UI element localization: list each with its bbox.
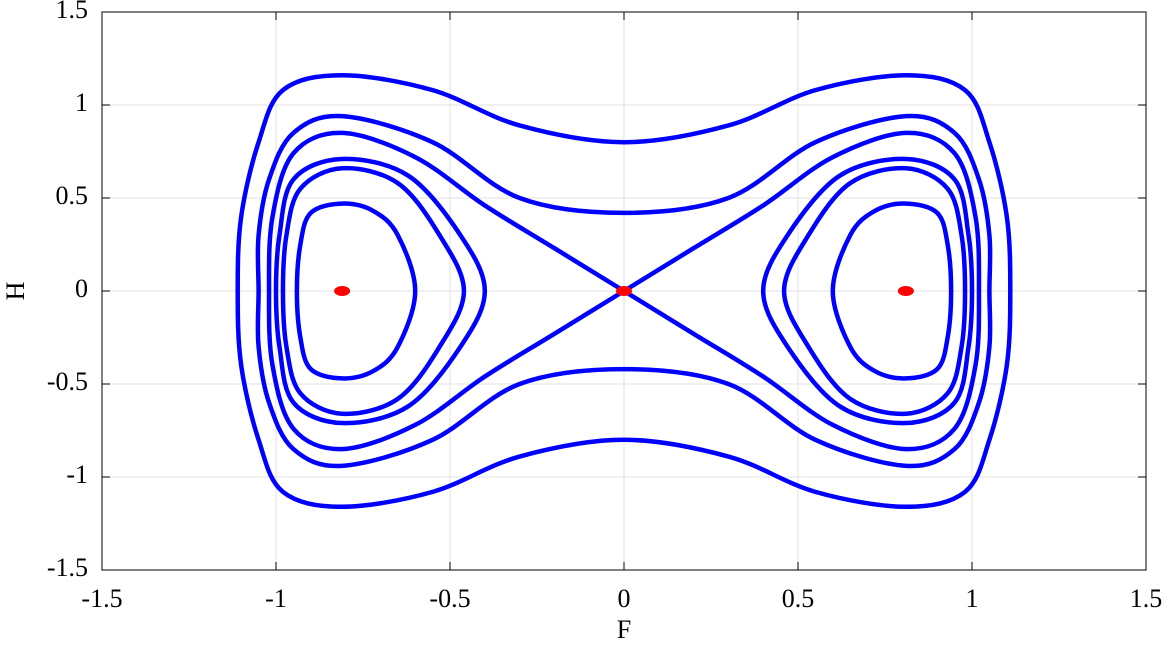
curve xyxy=(235,72,1013,510)
x-axis-label: F xyxy=(617,615,631,644)
x-tick-label: -1 xyxy=(265,584,287,613)
curve xyxy=(760,156,975,426)
equilibrium-point xyxy=(616,286,632,296)
x-tick-label: 0.5 xyxy=(782,584,815,613)
x-tick-label: -0.5 xyxy=(429,584,470,613)
y-tick-label: -1.5 xyxy=(47,553,88,582)
curve xyxy=(266,130,626,452)
x-tick-label: -1.5 xyxy=(81,584,122,613)
curve xyxy=(294,201,418,381)
curve xyxy=(273,156,488,426)
curve xyxy=(781,165,968,417)
curve xyxy=(255,113,993,469)
x-tick-label: 0 xyxy=(618,584,631,613)
curve xyxy=(280,165,467,417)
y-tick-label: 1.5 xyxy=(56,0,89,24)
equilibrium-point xyxy=(897,286,914,296)
y-tick-label: 0.5 xyxy=(56,181,89,210)
y-tick-label: -1 xyxy=(66,460,88,489)
y-axis-label: H xyxy=(1,281,30,300)
y-tick-label: 0 xyxy=(75,274,88,303)
curve xyxy=(830,201,954,381)
x-tick-label: 1.5 xyxy=(1130,584,1163,613)
plot-frame xyxy=(101,11,1147,571)
x-tick-label: 1 xyxy=(966,584,979,613)
y-tick-label: -0.5 xyxy=(47,367,88,396)
y-tick-label: 1 xyxy=(75,88,88,117)
curve xyxy=(622,130,982,452)
equilibrium-point xyxy=(334,286,351,296)
